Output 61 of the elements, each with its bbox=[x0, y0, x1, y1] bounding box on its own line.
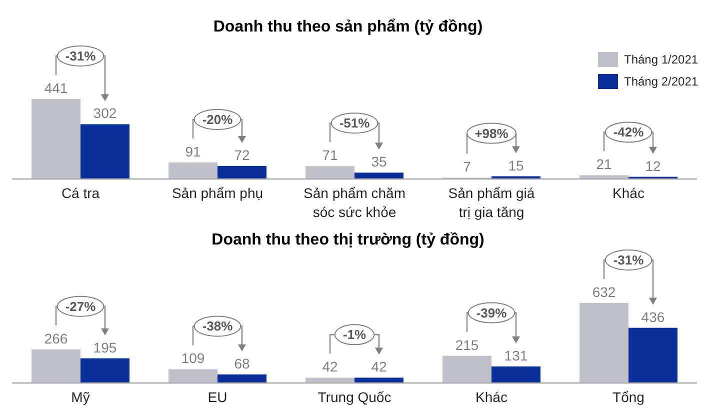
bar bbox=[80, 124, 130, 179]
annotation: -20% bbox=[202, 112, 234, 127]
legend-label: Tháng 1/2021 bbox=[624, 52, 698, 66]
annotation: -38% bbox=[202, 318, 234, 334]
x-tick-label: Sản phẩm phụ bbox=[172, 184, 264, 201]
data-label: 195 bbox=[93, 339, 117, 356]
data-label: 68 bbox=[234, 355, 250, 372]
bar bbox=[218, 374, 266, 383]
data-label: 71 bbox=[322, 147, 338, 164]
x-tick-label: Sản phẩm giá trị gia tăng bbox=[448, 184, 535, 220]
x-tick-label: Sản phẩm chăm sóc sức khỏe bbox=[304, 184, 406, 220]
data-label: 436 bbox=[641, 308, 665, 325]
annotation: +98% bbox=[474, 126, 509, 141]
data-label: 215 bbox=[455, 336, 479, 353]
bar bbox=[168, 162, 218, 179]
bar bbox=[492, 366, 540, 383]
bar bbox=[354, 378, 404, 383]
legend-label: Tháng 2/2021 bbox=[624, 74, 698, 88]
data-label: 131 bbox=[504, 347, 528, 364]
bar bbox=[80, 358, 130, 383]
bar bbox=[354, 172, 404, 179]
annotation: -51% bbox=[339, 116, 370, 131]
data-label: 42 bbox=[322, 358, 338, 375]
annotation: -39% bbox=[476, 305, 508, 320]
x-tick-label: Cá tra bbox=[61, 184, 100, 201]
annotation: -1% bbox=[342, 327, 366, 342]
data-label: 441 bbox=[44, 80, 68, 96]
chart-title: Doanh thu theo sản phẩm (tỷ đồng) bbox=[213, 18, 483, 36]
data-label: 302 bbox=[93, 105, 117, 122]
x-tick-label: Mỹ bbox=[71, 388, 90, 405]
data-label: 42 bbox=[371, 358, 387, 375]
bar bbox=[580, 303, 628, 383]
bar bbox=[580, 175, 628, 179]
bar bbox=[218, 166, 266, 179]
x-tick-label: Trung Quốc bbox=[318, 388, 392, 405]
chart-title: Doanh thu theo thị trường (tỷ đồng) bbox=[212, 232, 484, 248]
data-label: 91 bbox=[185, 143, 202, 160]
bar bbox=[442, 356, 492, 383]
x-tick-label: Khác bbox=[476, 388, 508, 405]
data-label: 266 bbox=[44, 330, 68, 346]
bar bbox=[168, 369, 218, 383]
data-label: 109 bbox=[181, 350, 205, 366]
annotation: -42% bbox=[613, 124, 644, 140]
bar bbox=[306, 166, 354, 179]
data-label: 632 bbox=[592, 284, 616, 300]
bar bbox=[628, 328, 678, 383]
text: -31% bbox=[613, 252, 644, 268]
bar bbox=[306, 378, 354, 383]
data-label: 72 bbox=[234, 146, 250, 163]
x-tick-label: EU bbox=[208, 388, 228, 405]
data-label: 21 bbox=[596, 156, 612, 172]
bar bbox=[32, 99, 80, 179]
data-label: 12 bbox=[645, 158, 661, 174]
data-label: 15 bbox=[508, 157, 524, 174]
x-tick-label: Khác bbox=[612, 184, 644, 201]
text: -31% bbox=[65, 48, 96, 64]
x-tick-label: Tổng bbox=[612, 388, 644, 405]
data-label: 7 bbox=[463, 158, 472, 175]
data-label: 35 bbox=[371, 154, 387, 170]
annotation: -27% bbox=[65, 298, 96, 314]
bar bbox=[32, 349, 80, 383]
